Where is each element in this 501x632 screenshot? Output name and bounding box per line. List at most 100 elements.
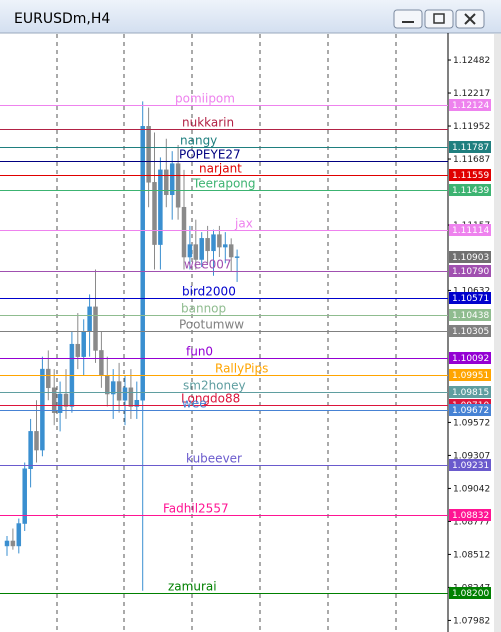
price-label-box	[449, 309, 491, 321]
candle-body	[152, 182, 157, 245]
level-name: wee	[182, 397, 207, 411]
price-label: 1.12124	[452, 101, 489, 111]
y-tick-label: 1.12217	[453, 89, 490, 99]
price-label: 1.10571	[452, 294, 489, 304]
level-name: sm2honey	[183, 379, 246, 393]
candle-body	[4, 540, 10, 547]
price-label: 1.09951	[452, 371, 489, 381]
level-name: pomiipom	[175, 92, 235, 106]
candle-body	[63, 393, 69, 407]
candle-body	[211, 234, 216, 252]
candle-body	[122, 387, 128, 401]
last-price-label: 1.10903	[452, 253, 489, 263]
price-label-box	[449, 386, 491, 398]
price-label-box	[449, 292, 491, 304]
candle-body	[169, 163, 175, 196]
candle-body	[87, 306, 92, 333]
candle-body	[228, 244, 234, 258]
level-name: bird2000	[182, 285, 236, 299]
level-name: jax	[234, 217, 253, 231]
candle-body	[116, 381, 122, 401]
y-tick-label: 1.09307	[453, 451, 490, 461]
candle-body	[181, 206, 187, 258]
y-tick-label: 1.10632	[453, 286, 490, 296]
level-name: RallyPips	[215, 362, 268, 376]
last-price-box	[449, 251, 491, 263]
price-label: 1.10790	[452, 267, 489, 277]
candle-body	[93, 306, 98, 351]
level-name: kubeever	[186, 452, 242, 466]
candle-body	[158, 169, 163, 245]
level-name: zamurai	[168, 580, 217, 594]
window-buttons[interactable]	[393, 9, 485, 29]
candle-body	[175, 163, 181, 208]
candle-body	[51, 387, 57, 413]
price-label: 1.10438	[452, 311, 489, 321]
price-label: 1.10305	[452, 327, 489, 337]
price-label: 1.11114	[452, 226, 489, 236]
candle-body	[99, 350, 104, 376]
candle-body	[223, 244, 228, 248]
price-label: 1.11439	[452, 186, 489, 196]
y-tick-label: 1.09572	[453, 418, 490, 428]
candle-body	[34, 431, 39, 451]
vertical-grid	[56, 34, 397, 632]
price-label-box	[449, 352, 491, 364]
price-label-box	[449, 224, 491, 236]
candle-body	[199, 238, 204, 260]
candle-body	[10, 540, 16, 547]
y-tick-label: 1.11687	[453, 155, 490, 165]
price-label-box	[449, 459, 491, 471]
level-name: POPEYE27	[179, 148, 241, 162]
candle-body	[75, 343, 81, 357]
y-tick-label: 1.07982	[453, 616, 490, 626]
price-label-box	[449, 184, 491, 196]
candle-body	[140, 126, 145, 401]
price-label: 1.11559	[452, 171, 489, 181]
maximize-icon	[433, 13, 445, 24]
candle-body	[164, 169, 169, 196]
candle-body	[81, 331, 86, 357]
candle-body	[187, 244, 193, 258]
price-label-box	[449, 404, 491, 416]
minimize-button[interactable]	[393, 9, 423, 29]
price-label-box	[449, 141, 491, 153]
scrollbar[interactable]	[494, 34, 501, 632]
candle-body	[205, 238, 210, 252]
price-label: 1.11787	[452, 143, 489, 153]
price-label: 1.08832	[452, 511, 489, 521]
level-name: nukkarin	[182, 116, 234, 130]
price-label: 1.09231	[452, 461, 489, 471]
candle-body	[40, 368, 45, 451]
candle-body	[16, 523, 22, 547]
candle-body	[46, 368, 51, 389]
candle-body	[28, 431, 33, 469]
candle-body	[134, 399, 140, 407]
level-name: Pootumww	[179, 318, 244, 332]
candle-body	[105, 375, 110, 395]
level-name: wee007	[184, 258, 231, 272]
level-name: bannop	[181, 302, 226, 316]
maximize-button[interactable]	[424, 9, 454, 29]
y-tick-label: 1.12482	[453, 56, 490, 66]
price-label-box	[449, 265, 491, 277]
y-tick-label: 1.09042	[453, 484, 490, 494]
level-name: Longdo88	[181, 392, 240, 406]
price-label-box	[449, 509, 491, 521]
candle-body	[146, 126, 151, 183]
level-name: Teerapong	[192, 177, 256, 191]
price-label: 1.08200	[452, 589, 489, 599]
candle-body	[193, 244, 199, 260]
level-name: fun0	[186, 345, 213, 359]
candle-body	[128, 387, 134, 407]
price-label: 1.09672	[452, 406, 489, 416]
y-tick-label: 1.08512	[453, 550, 490, 560]
close-icon	[464, 13, 476, 25]
price-label-box	[449, 169, 491, 181]
candle-body	[22, 468, 27, 524]
price-label: 1.10092	[452, 354, 489, 364]
candle-body	[217, 234, 222, 248]
price-label-box	[449, 325, 491, 337]
